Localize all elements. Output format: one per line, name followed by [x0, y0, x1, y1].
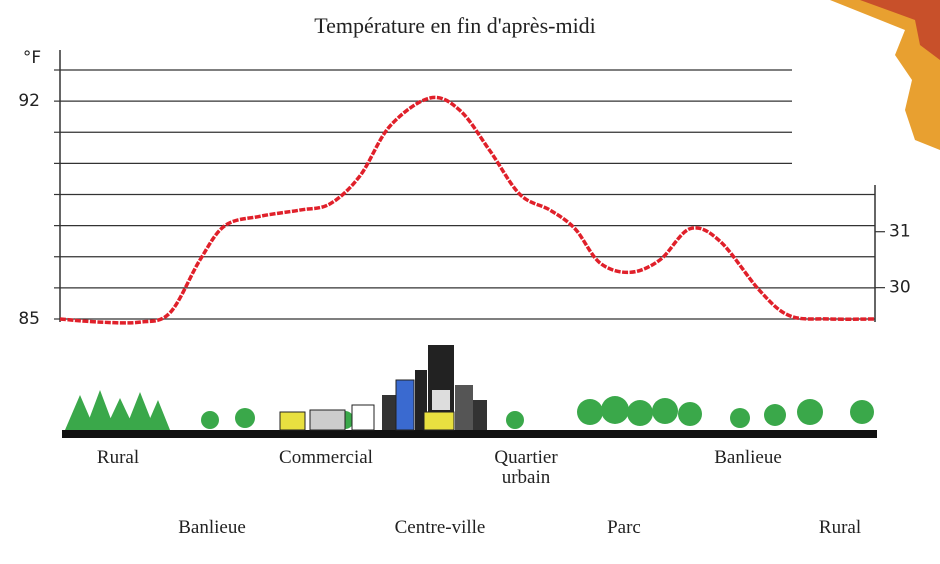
y-axis-label: °F: [23, 48, 41, 68]
zone-label: Banlieue: [178, 517, 246, 538]
mask: [792, 40, 875, 180]
temperature-line: [59, 95, 876, 325]
y2-tick-label: 30: [889, 278, 911, 298]
zone-label: Centre-ville: [394, 517, 486, 538]
zone-label: Rural: [818, 517, 862, 538]
map-fragment: [830, 0, 940, 150]
zone-label: Parc: [607, 517, 641, 538]
zone-label: Banlieue: [714, 447, 782, 468]
map-fragment: [860, 0, 940, 60]
grid: 85 92: [18, 69, 875, 329]
y-tick-label: 92: [18, 91, 40, 111]
zone-label: Commercial: [279, 447, 373, 468]
chart-title: Température en fin d'après-midi: [314, 13, 596, 38]
y2-tick-label: 31: [889, 222, 911, 242]
curve-layer: 30 31: [59, 95, 911, 325]
y-tick-label: 85: [18, 309, 40, 329]
zone-label: Rural: [96, 447, 140, 468]
zone-label: Quartier urbain: [494, 447, 558, 488]
skyline: [62, 345, 877, 438]
